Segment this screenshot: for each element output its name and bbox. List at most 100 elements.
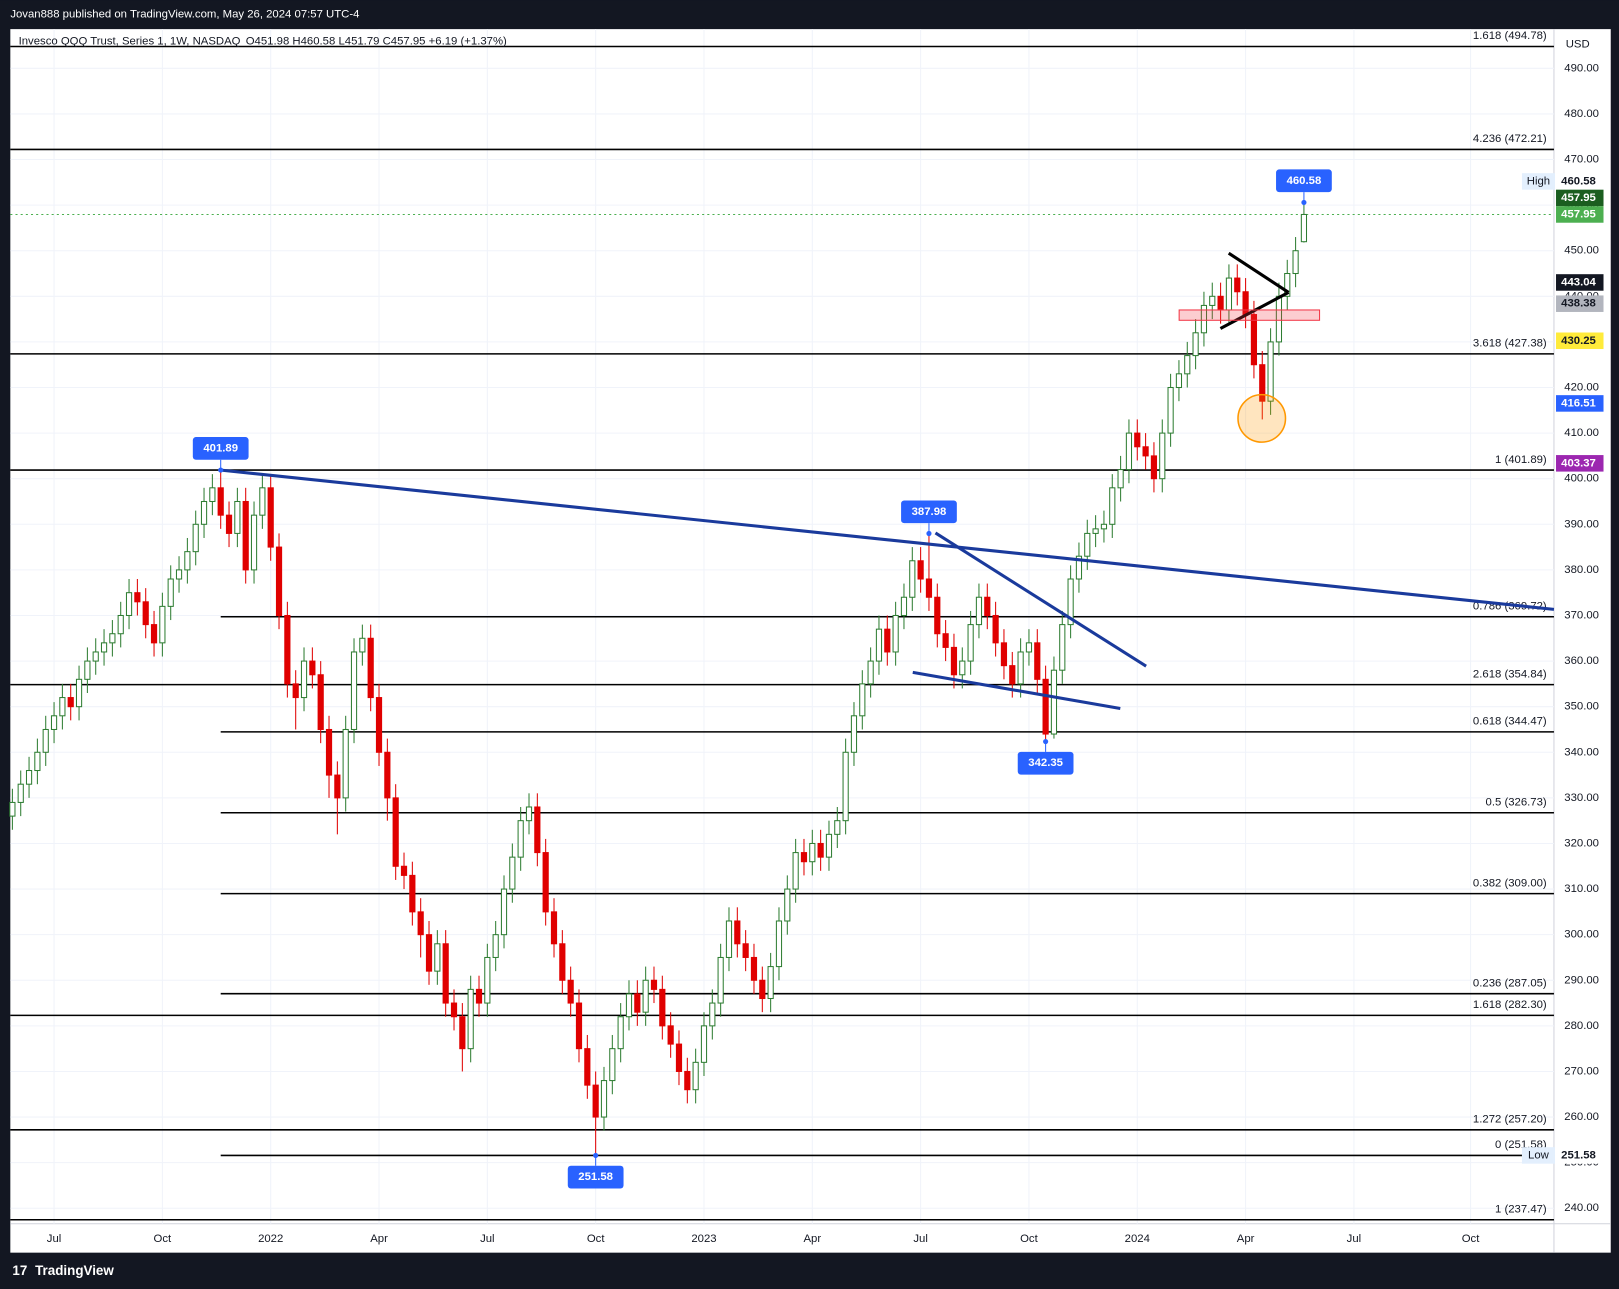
price-tag bbox=[1556, 173, 1604, 190]
candle-body bbox=[625, 993, 633, 1018]
candle-body bbox=[1025, 642, 1033, 653]
price-tag-label: 460.58 bbox=[1561, 175, 1596, 187]
y-tick-label: 380.00 bbox=[1564, 564, 1599, 576]
x-tick-label: 2024 bbox=[1125, 1233, 1150, 1245]
candle-body bbox=[842, 751, 849, 822]
price-tag-label: 403.37 bbox=[1561, 457, 1596, 469]
candle-body bbox=[67, 697, 74, 708]
candle-body bbox=[142, 601, 149, 626]
candle-body bbox=[767, 966, 774, 1000]
y-tick-label: 470.00 bbox=[1564, 154, 1599, 166]
price-tag-label: 457.95 bbox=[1561, 208, 1596, 220]
callout-label: 387.98 bbox=[912, 506, 947, 518]
candle-body bbox=[267, 487, 274, 548]
candle-body bbox=[309, 660, 316, 676]
candle-body bbox=[917, 560, 924, 580]
candle-body bbox=[534, 806, 541, 854]
brand-logo: 17 bbox=[12, 1263, 27, 1278]
x-tick-label: Jul bbox=[47, 1233, 62, 1245]
candle-body bbox=[875, 628, 883, 662]
candle-body bbox=[784, 888, 791, 922]
price-tag-label: 430.25 bbox=[1561, 335, 1596, 347]
x-tick-label: Oct bbox=[1020, 1233, 1038, 1245]
candle-body bbox=[1225, 277, 1233, 311]
y-tick-label: 310.00 bbox=[1564, 883, 1599, 895]
y-tick-label: 390.00 bbox=[1564, 518, 1599, 530]
level-label: 1 (401.89) bbox=[1495, 454, 1547, 466]
drawings bbox=[219, 251, 1555, 711]
x-tick-label: Oct bbox=[154, 1233, 172, 1245]
y-tick-label: 330.00 bbox=[1564, 792, 1599, 804]
candle-body bbox=[1017, 651, 1024, 685]
candles bbox=[9, 202, 1308, 1156]
level-label: 1.618 (494.78) bbox=[1473, 30, 1547, 42]
candle-body bbox=[1184, 355, 1191, 375]
x-tick-label: Jul bbox=[913, 1233, 928, 1245]
candle-body bbox=[759, 979, 766, 1000]
candle-body bbox=[75, 678, 83, 708]
candle-body bbox=[442, 943, 449, 1004]
candle-body bbox=[1092, 528, 1099, 534]
candle-body bbox=[1200, 304, 1208, 334]
candle-body bbox=[1125, 432, 1133, 471]
candle-body bbox=[592, 1084, 599, 1118]
candle-body bbox=[217, 487, 224, 516]
candle-body bbox=[1284, 272, 1291, 297]
candle-body bbox=[459, 1016, 466, 1050]
candle-body bbox=[1109, 487, 1116, 525]
candle-body bbox=[717, 956, 724, 1004]
candle-body bbox=[34, 751, 41, 772]
candle-body bbox=[209, 487, 216, 503]
candle-body bbox=[275, 546, 283, 617]
candle-body bbox=[184, 551, 191, 571]
candle-body bbox=[934, 596, 941, 635]
callout-label: 460.58 bbox=[1287, 175, 1322, 187]
y-tick-label: 290.00 bbox=[1564, 974, 1599, 986]
candle-body bbox=[159, 605, 166, 644]
y-tick-label: 270.00 bbox=[1564, 1065, 1599, 1077]
support-zone bbox=[1178, 309, 1321, 321]
candle-body bbox=[825, 833, 833, 858]
callout-box bbox=[1276, 169, 1332, 193]
y-tick-label: 350.00 bbox=[1564, 701, 1599, 713]
grid: 240.00250.00260.00270.00280.00290.00300.… bbox=[10, 29, 1599, 1245]
level-label: 2.618 (354.84) bbox=[1473, 668, 1547, 680]
candle-body bbox=[475, 988, 483, 1004]
candle-body bbox=[609, 1048, 616, 1082]
candle-body bbox=[125, 592, 133, 617]
candle-body bbox=[42, 728, 49, 753]
price-tag bbox=[1556, 332, 1604, 350]
candle-body bbox=[367, 637, 374, 699]
candle-body bbox=[250, 514, 258, 571]
attribution: Jovan888 published on TradingView.com, M… bbox=[10, 9, 359, 21]
candle-body bbox=[109, 633, 116, 644]
y-tick-label: 370.00 bbox=[1564, 609, 1599, 621]
candle-body bbox=[50, 715, 58, 730]
y-tick-label: 420.00 bbox=[1564, 382, 1599, 394]
candle-body bbox=[200, 500, 208, 525]
candle-body bbox=[300, 660, 308, 699]
candle-body bbox=[417, 911, 424, 936]
candle-body bbox=[1159, 432, 1166, 480]
candle-body bbox=[375, 697, 383, 753]
candle-body bbox=[284, 614, 291, 685]
y-tick-label: 240.00 bbox=[1564, 1202, 1599, 1214]
candle-body bbox=[992, 614, 999, 644]
candle-body bbox=[892, 614, 899, 653]
candle-body bbox=[409, 874, 416, 913]
candle-body bbox=[1050, 669, 1058, 735]
candle-body bbox=[1100, 523, 1108, 530]
candle-body bbox=[1009, 665, 1016, 685]
candle-body bbox=[384, 751, 391, 799]
candle-body bbox=[667, 1025, 674, 1045]
price-tag-title-bg bbox=[1521, 173, 1555, 190]
candle-body bbox=[1042, 678, 1049, 735]
candle-body bbox=[542, 852, 549, 913]
candle-body bbox=[117, 614, 124, 635]
candle-body bbox=[92, 651, 99, 662]
candle-body bbox=[500, 888, 508, 936]
price-tag bbox=[1556, 455, 1604, 472]
brand: TradingView bbox=[35, 1263, 114, 1278]
fib-levels: 1.618 (494.78) 4.236 (472.21) 3.618 (427.3… bbox=[10, 30, 1554, 1221]
